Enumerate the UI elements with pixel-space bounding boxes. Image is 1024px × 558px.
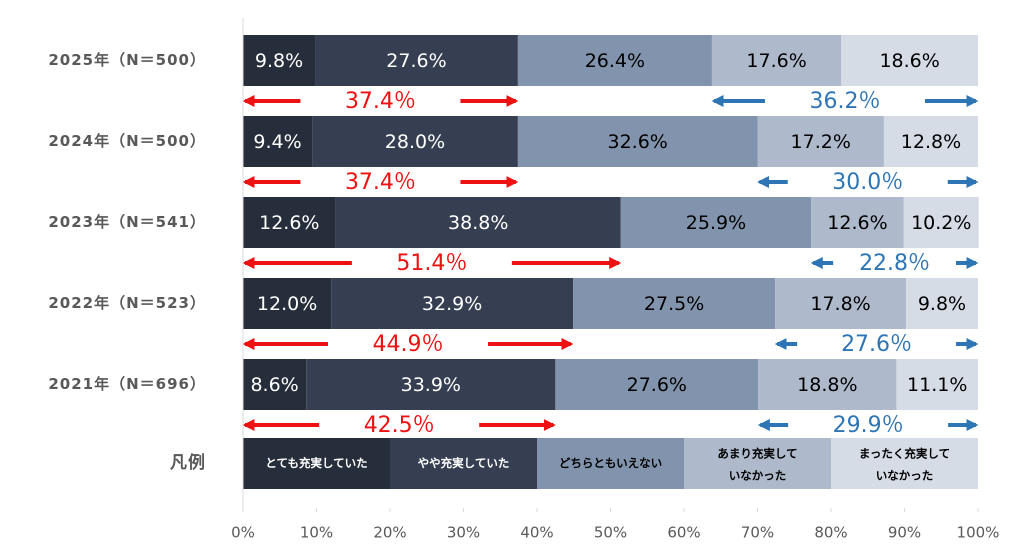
value-label: 32.6% (608, 131, 668, 153)
x-tick-label: 90% (888, 524, 921, 542)
annotation-label: 42.5％ (364, 413, 435, 438)
value-label: 17.2% (791, 131, 851, 153)
value-label: 8.6% (250, 374, 298, 396)
value-label: 11.1% (907, 374, 967, 396)
value-label: 12.6% (827, 212, 887, 234)
annotation-label: 37.4％ (345, 170, 416, 195)
legend-label: どちらともいえない (559, 456, 662, 470)
legend-label: とても充実していた (265, 456, 367, 470)
legend-swatch (684, 438, 831, 489)
bar-segment (315, 35, 518, 86)
bar-segment (517, 35, 712, 86)
value-label: 18.8% (797, 374, 857, 396)
value-label: 18.6% (879, 50, 939, 72)
legend-line: いなかった (876, 468, 934, 482)
legend-swatch (831, 438, 978, 489)
bar-segment (905, 278, 978, 329)
value-label: 17.8% (810, 293, 870, 315)
bar-segment (331, 278, 574, 329)
value-label: 32.9% (422, 293, 482, 315)
bar-segment (758, 359, 897, 410)
bar-segment (903, 197, 979, 248)
annotation-label: 51.4％ (396, 251, 467, 276)
value-label: 27.6% (386, 50, 446, 72)
legend-label: あまり充実していなかった (717, 446, 797, 482)
annotation-label: 30.0％ (832, 170, 903, 195)
category-label: 2024年（N＝500） (48, 132, 206, 150)
category-label: 2023年（N＝541） (48, 213, 206, 231)
x-tick-label: 60% (667, 524, 700, 542)
x-tick-label: 70% (741, 524, 774, 542)
annotation-label: 29.9％ (833, 413, 904, 438)
bar-segment (775, 278, 906, 329)
x-tick-label: 0% (231, 524, 255, 542)
x-tick-label: 10% (300, 524, 333, 542)
category-label: 2022年（N＝523） (48, 294, 206, 312)
legend-swatch (390, 438, 537, 489)
legend-line: いなかった (729, 468, 787, 482)
bar-segment (335, 197, 621, 248)
value-label: 12.6% (259, 212, 319, 234)
bar-segment (243, 197, 336, 248)
bar-segment (312, 116, 518, 167)
legend-line: あまり充実して (717, 446, 797, 460)
bar-segment (711, 35, 842, 86)
value-label: 9.8% (255, 50, 303, 72)
value-label: 26.4% (585, 50, 645, 72)
value-label: 10.2% (911, 212, 971, 234)
legend-swatch (537, 438, 684, 489)
value-label: 12.8% (901, 131, 961, 153)
annotation-label: 36.2％ (809, 89, 880, 114)
bar-segment (517, 116, 758, 167)
bar-segment (243, 116, 313, 167)
x-tick-label: 40% (520, 524, 553, 542)
bar-segment (573, 278, 776, 329)
category-label: 2025年（N＝500） (48, 51, 206, 69)
bar-segment (243, 35, 316, 86)
legend-title: 凡例 (170, 452, 206, 473)
x-tick-label: 100% (957, 524, 1000, 542)
bar-segment (757, 116, 884, 167)
annotation-label: 44.9％ (373, 332, 444, 357)
value-label: 25.9% (686, 212, 746, 234)
value-label: 27.5% (644, 293, 704, 315)
x-tick-label: 30% (447, 524, 480, 542)
annotation-label: 37.4％ (345, 89, 416, 114)
value-label: 38.8% (448, 212, 508, 234)
bar-segment (306, 359, 556, 410)
value-label: 12.0% (257, 293, 317, 315)
x-tick-label: 80% (814, 524, 847, 542)
bar-segment (243, 359, 307, 410)
bar-segment (620, 197, 812, 248)
bar-segment (243, 278, 332, 329)
bar-segment (883, 116, 978, 167)
legend-swatch (243, 438, 390, 489)
annotation-label: 22.8％ (859, 251, 930, 276)
value-label: 9.8% (918, 293, 966, 315)
value-label: 28.0% (385, 131, 445, 153)
value-label: 33.9% (401, 374, 461, 396)
value-label: 27.6% (627, 374, 687, 396)
legend-label: やや充実していた (418, 456, 510, 470)
bar-segment (896, 359, 978, 410)
legend-label: まったく充実していなかった (859, 446, 950, 482)
legend-line: まったく充実して (859, 446, 950, 460)
bar-segment (555, 359, 759, 410)
value-label: 17.6% (746, 50, 806, 72)
bar-segment (811, 197, 904, 248)
bar-segment (841, 35, 978, 86)
x-tick-label: 20% (373, 524, 406, 542)
value-label: 9.4% (253, 131, 301, 153)
x-tick-label: 50% (594, 524, 627, 542)
annotation-label: 27.6％ (841, 332, 912, 357)
category-label: 2021年（N＝696） (48, 375, 206, 393)
